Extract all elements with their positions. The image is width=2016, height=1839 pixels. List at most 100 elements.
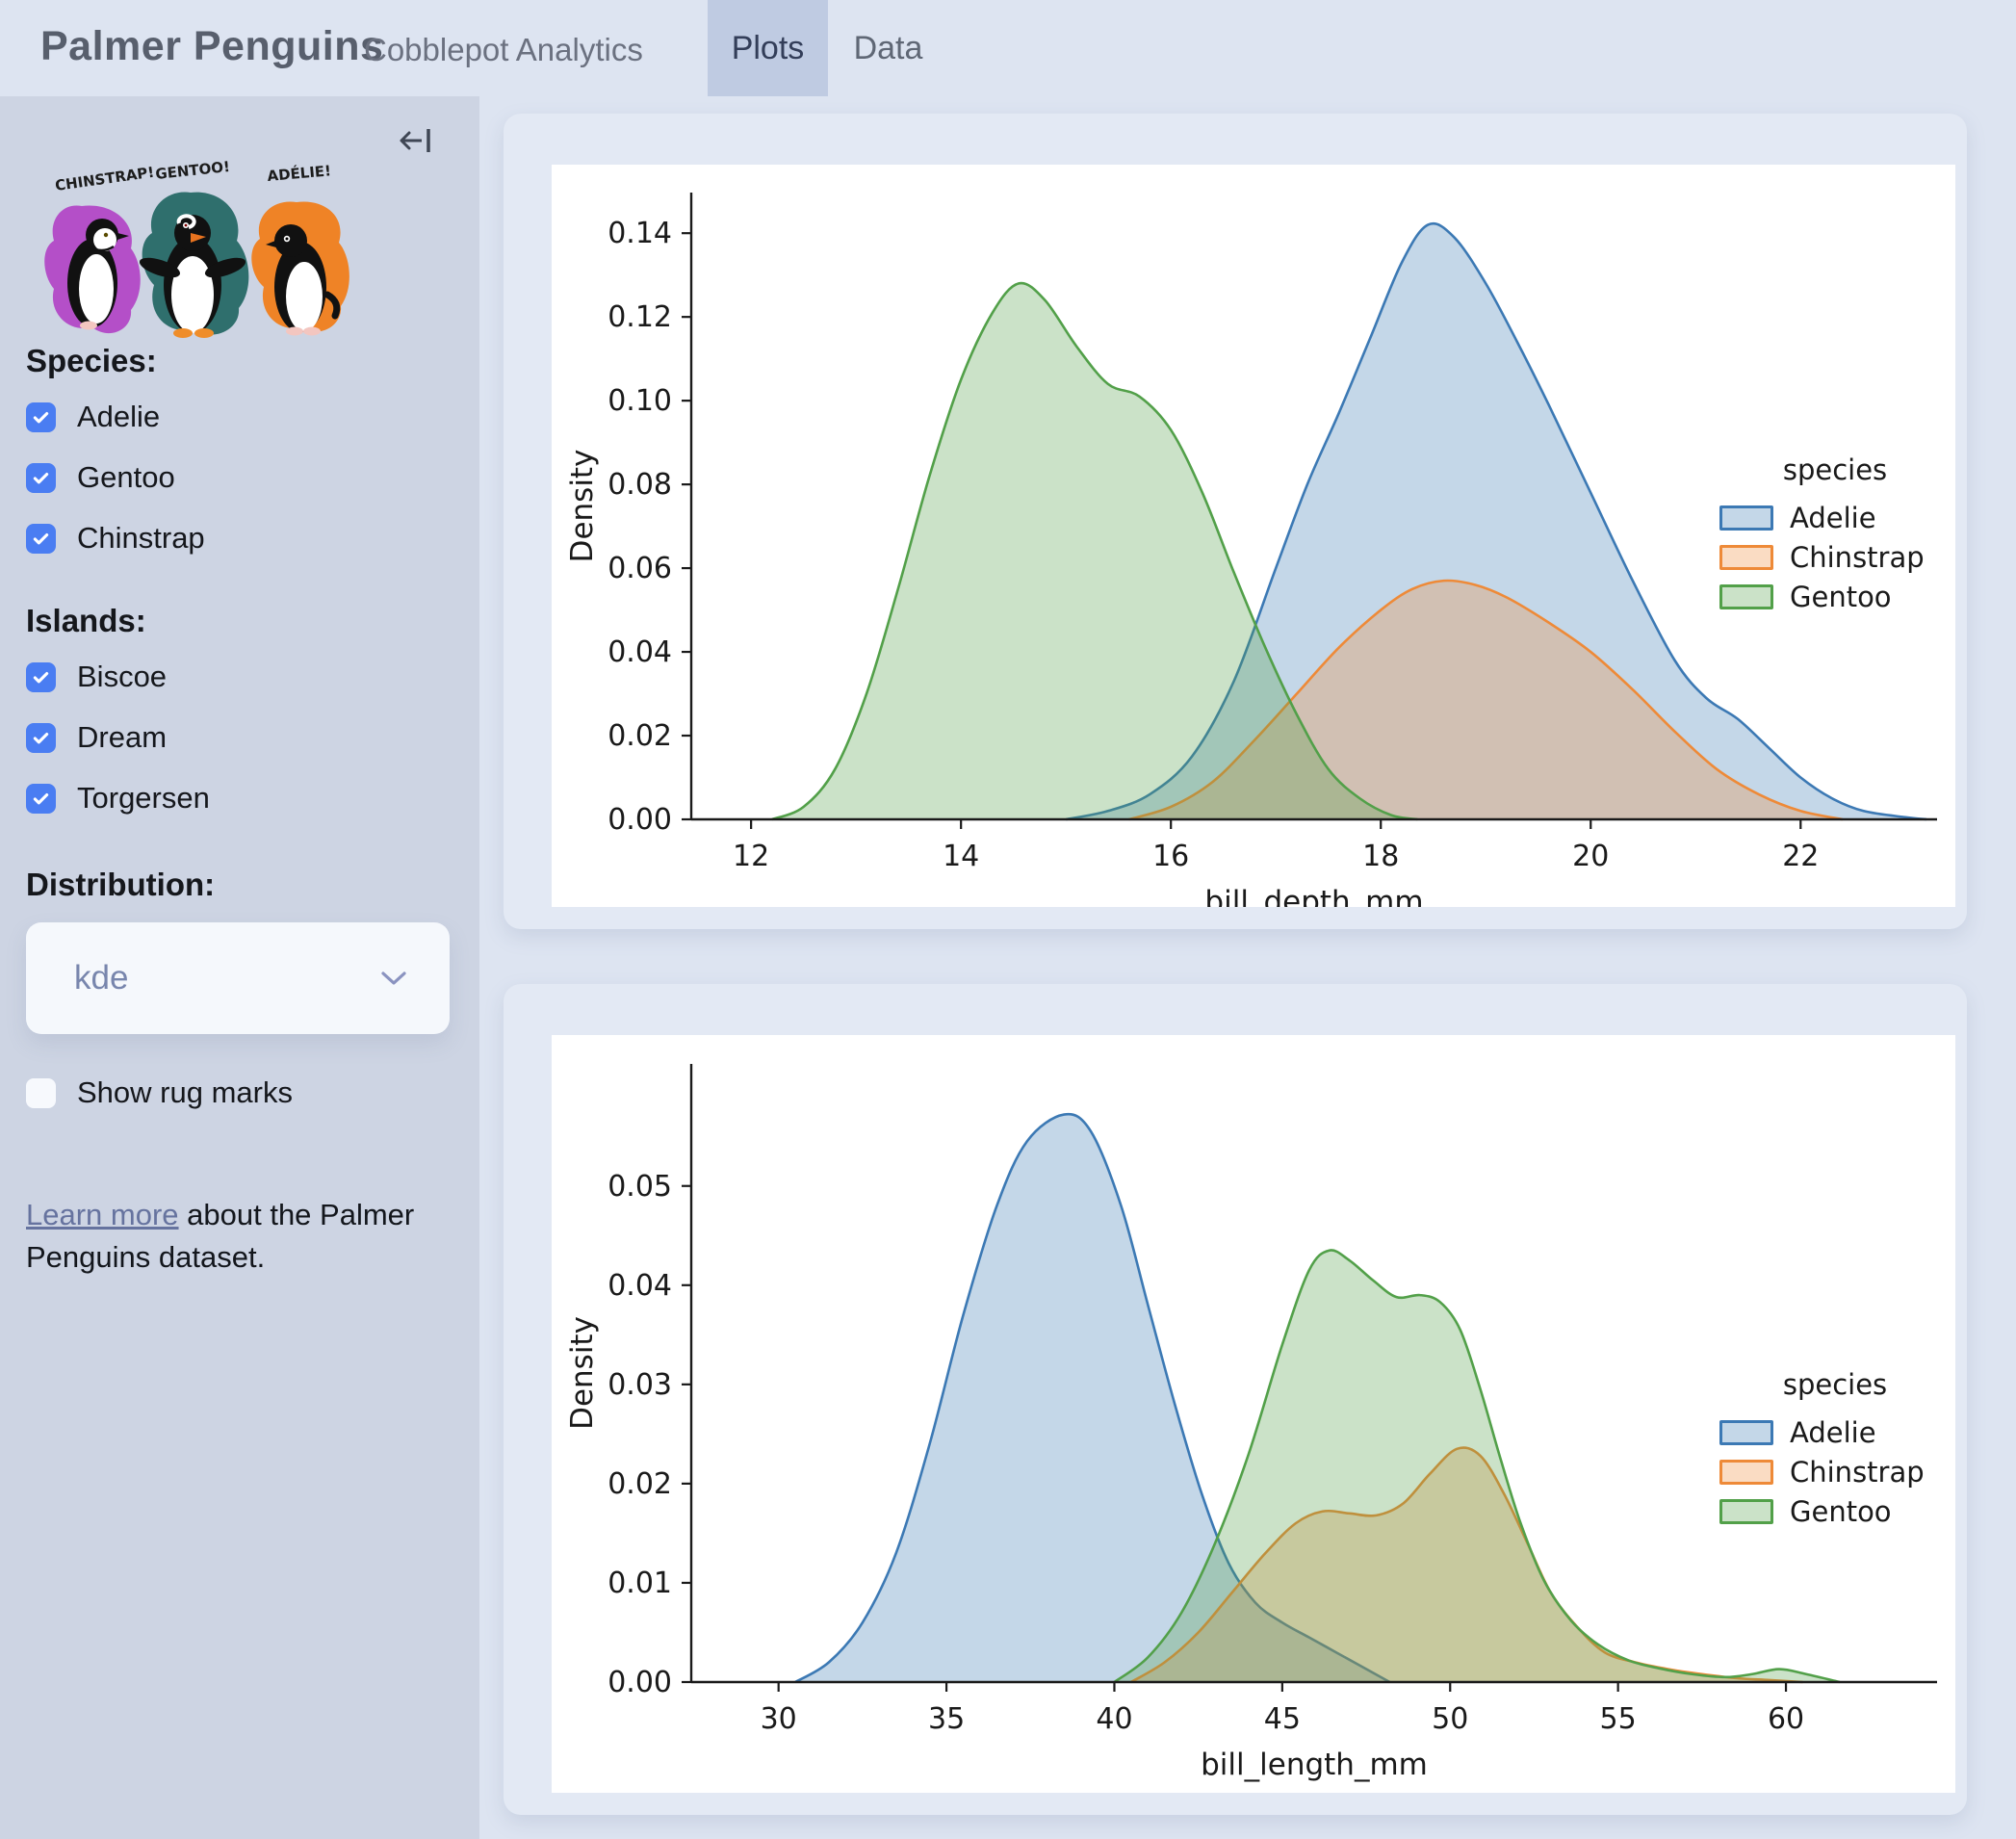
x-tick-label: 30 bbox=[761, 1702, 797, 1736]
x-tick-label: 40 bbox=[1096, 1702, 1132, 1736]
y-tick-label: 0.10 bbox=[607, 384, 672, 418]
x-tick-label: 35 bbox=[928, 1702, 965, 1736]
y-tick-label: 0.02 bbox=[607, 719, 672, 753]
checkbox[interactable] bbox=[26, 722, 56, 753]
x-tick-label: 60 bbox=[1768, 1702, 1804, 1736]
kde-area-chinstrap bbox=[1130, 1447, 1803, 1682]
kde-line-gentoo bbox=[771, 281, 1418, 821]
checkbox-row-torgersen[interactable]: Torgersen bbox=[26, 780, 452, 816]
bill-length-legend: species Adelie Chinstrap Gentoo bbox=[1719, 1368, 1951, 1531]
x-tick-label: 20 bbox=[1572, 840, 1609, 873]
legend-entry-adelie: Adelie bbox=[1719, 1412, 1951, 1452]
y-axis-label: Density bbox=[565, 450, 600, 563]
x-tick-label: 18 bbox=[1362, 840, 1399, 873]
learn-more-text: Learn more about the Palmer Penguins dat… bbox=[26, 1194, 450, 1279]
page-title: Palmer Penguins bbox=[40, 23, 384, 69]
chinstrap-label: CHINSTRAP! bbox=[54, 164, 155, 194]
gentoo-label: GENTOO! bbox=[155, 160, 231, 183]
checkbox[interactable] bbox=[26, 523, 56, 554]
y-tick-label: 0.00 bbox=[607, 803, 672, 837]
adelie-penguin bbox=[266, 224, 341, 336]
distribution-section-label: Distribution: bbox=[26, 867, 216, 902]
learn-more-link[interactable]: Learn more bbox=[26, 1198, 179, 1231]
checkbox[interactable] bbox=[26, 401, 56, 432]
legend-title: species bbox=[1782, 1368, 1888, 1401]
sidebar-collapse-icon[interactable] bbox=[399, 123, 433, 158]
species-section-label: Species: bbox=[26, 343, 157, 378]
y-tick-label: 0.06 bbox=[607, 552, 672, 585]
y-tick-label: 0.08 bbox=[607, 468, 672, 502]
y-tick-label: 0.04 bbox=[607, 635, 672, 669]
legend-patch-gentoo bbox=[1719, 583, 1773, 609]
rug-checkbox[interactable] bbox=[26, 1077, 56, 1108]
legend-entry-gentoo: Gentoo bbox=[1719, 1491, 1951, 1531]
x-tick-label: 22 bbox=[1782, 840, 1819, 873]
legend-label: Adelie bbox=[1790, 1415, 1876, 1449]
y-tick-label: 0.02 bbox=[607, 1467, 672, 1501]
distribution-select[interactable]: kde bbox=[26, 922, 450, 1034]
checkbox-row-gentoo[interactable]: Gentoo bbox=[26, 459, 452, 496]
page-subtitle: Cobblepot Analytics bbox=[364, 32, 643, 67]
checkbox-row-chinstrap[interactable]: Chinstrap bbox=[26, 520, 452, 557]
chinstrap-penguin bbox=[67, 219, 129, 330]
x-tick-label: 50 bbox=[1432, 1702, 1468, 1736]
kde-area-gentoo bbox=[1114, 1250, 1840, 1682]
legend-entry-adelie: Adelie bbox=[1719, 498, 1951, 537]
legend-entry-gentoo: Gentoo bbox=[1719, 577, 1951, 616]
legend-patch-chinstrap bbox=[1719, 544, 1773, 570]
penguins-illustration: CHINSTRAP! GENTOO! ADÉLIE! bbox=[29, 158, 352, 360]
checkbox-label: Torgersen bbox=[77, 781, 210, 815]
y-tick-label: 0.05 bbox=[607, 1170, 672, 1204]
gentoo-penguin bbox=[139, 214, 246, 338]
checkbox-row-dream[interactable]: Dream bbox=[26, 719, 452, 756]
checkbox-label: Chinstrap bbox=[77, 521, 205, 555]
bill-depth-legend: species Adelie Chinstrap Gentoo bbox=[1719, 453, 1951, 616]
y-tick-label: 0.00 bbox=[607, 1666, 672, 1699]
kde-area-adelie bbox=[1066, 223, 1927, 819]
checkbox-label: Gentoo bbox=[77, 460, 175, 494]
checkbox-label: Dream bbox=[77, 720, 168, 754]
legend-patch-adelie bbox=[1719, 1419, 1773, 1445]
y-tick-label: 0.12 bbox=[607, 300, 672, 334]
kde-area-adelie bbox=[795, 1114, 1390, 1682]
y-tick-label: 0.03 bbox=[607, 1368, 672, 1402]
checkbox[interactable] bbox=[26, 661, 56, 692]
sidebar: CHINSTRAP! GENTOO! ADÉLIE! Species: Adel… bbox=[0, 96, 479, 1839]
x-tick-label: 14 bbox=[943, 840, 979, 873]
y-axis-label: Density bbox=[565, 1316, 600, 1430]
legend-label: Gentoo bbox=[1790, 580, 1892, 613]
tab-plots[interactable]: Plots bbox=[708, 0, 828, 96]
legend-entry-chinstrap: Chinstrap bbox=[1719, 537, 1951, 577]
x-tick-label: 55 bbox=[1600, 1702, 1637, 1736]
kde-line-adelie bbox=[1065, 221, 1927, 821]
checkbox[interactable] bbox=[26, 462, 56, 493]
legend-label: Chinstrap bbox=[1790, 540, 1925, 574]
bill-length-figure: 30 35 40 45 50 55 60 0.00 0.01 0.02 0.03 0.04 0.05 bi… bbox=[552, 1035, 1955, 1793]
legend-patch-gentoo bbox=[1719, 1498, 1773, 1524]
rug-checkbox-row[interactable]: Show rug marks bbox=[26, 1075, 452, 1111]
chevron-down-icon bbox=[381, 971, 406, 985]
kde-line-adelie bbox=[794, 1112, 1391, 1684]
checkbox[interactable] bbox=[26, 783, 56, 814]
legend-patch-adelie bbox=[1719, 505, 1773, 531]
legend-entry-chinstrap: Chinstrap bbox=[1719, 1452, 1951, 1491]
legend-label: Chinstrap bbox=[1790, 1455, 1925, 1489]
learn-more-rest: about the Palmer Penguins dataset. bbox=[26, 1198, 415, 1274]
islands-checkbox-group: Biscoe Dream Torgersen bbox=[26, 659, 452, 816]
legend-title: species bbox=[1782, 453, 1888, 486]
checkbox-row-adelie[interactable]: Adelie bbox=[26, 399, 452, 435]
tab-data[interactable]: Data bbox=[853, 29, 923, 66]
checkbox-row-biscoe[interactable]: Biscoe bbox=[26, 659, 452, 695]
checkbox-label: Biscoe bbox=[77, 660, 168, 693]
bill-depth-figure: 12 14 16 18 20 22 0.00 0.02 0.04 0.06 0.08 0.10 0.12… bbox=[552, 165, 1955, 907]
kde-line-chinstrap bbox=[1128, 579, 1844, 821]
islands-section-label: Islands: bbox=[26, 603, 146, 638]
kde-line-gentoo bbox=[1113, 1249, 1841, 1684]
bill_depth_mm-kde-plot: 12 14 16 18 20 22 0.00 0.02 0.04 0.06 0.08 0.10 0.12… bbox=[565, 193, 1937, 907]
y-tick-label: 0.01 bbox=[607, 1567, 672, 1600]
bill_length_mm-kde-plot: 30 35 40 45 50 55 60 0.00 0.01 0.02 0.03 0.04 0.05 bi… bbox=[565, 1064, 1937, 1782]
legend-patch-chinstrap bbox=[1719, 1459, 1773, 1485]
bill-length-plot-card: 30 35 40 45 50 55 60 0.00 0.01 0.02 0.03 0.04 0.05 bi… bbox=[504, 984, 1967, 1815]
x-axis-label: bill_length_mm bbox=[1201, 1748, 1428, 1782]
